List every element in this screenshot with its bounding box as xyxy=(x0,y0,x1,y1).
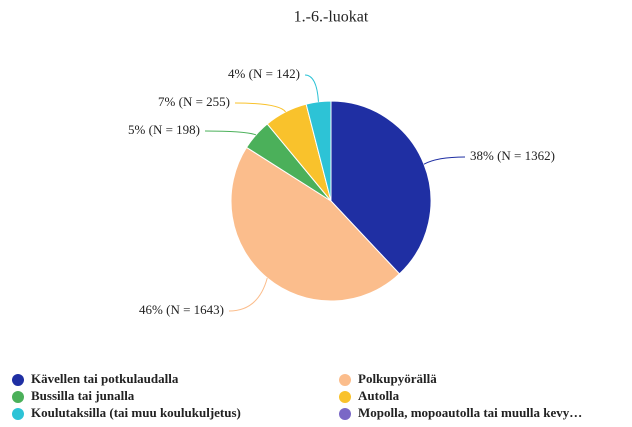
pie-slice xyxy=(230,146,401,302)
pie-slice xyxy=(330,100,432,275)
legend-label: Koulutaksilla (tai muu koulukuljetus) xyxy=(31,405,241,420)
legend-swatch xyxy=(339,374,351,386)
data-label: 7% (N = 255) xyxy=(158,94,230,109)
legend-swatch xyxy=(339,391,351,403)
legend-swatch xyxy=(12,408,24,420)
leader-line xyxy=(234,102,287,113)
data-label: 46% (N = 1643) xyxy=(139,302,224,317)
legend-swatch xyxy=(12,374,24,386)
legend-label: Polkupyörällä xyxy=(358,371,437,386)
legend-label: Autolla xyxy=(358,388,400,403)
legend-label: Mopolla, mopoautolla tai muulla kevy… xyxy=(358,405,582,420)
data-label: 38% (N = 1362) xyxy=(470,148,555,163)
leader-line xyxy=(304,74,319,102)
leader-line xyxy=(228,277,268,312)
legend-swatch xyxy=(12,391,24,403)
legend-label: Kävellen tai potkulaudalla xyxy=(31,371,179,386)
pie-slice xyxy=(305,100,332,202)
data-label: 5% (N = 198) xyxy=(128,122,200,137)
chart-title: 1.-6.-luokat xyxy=(294,9,369,26)
data-label: 4% (N = 142) xyxy=(228,66,300,81)
legend-label: Bussilla tai junalla xyxy=(31,388,135,403)
legend-swatch xyxy=(339,408,351,420)
leader-line xyxy=(423,156,466,165)
leader-line xyxy=(204,130,257,136)
